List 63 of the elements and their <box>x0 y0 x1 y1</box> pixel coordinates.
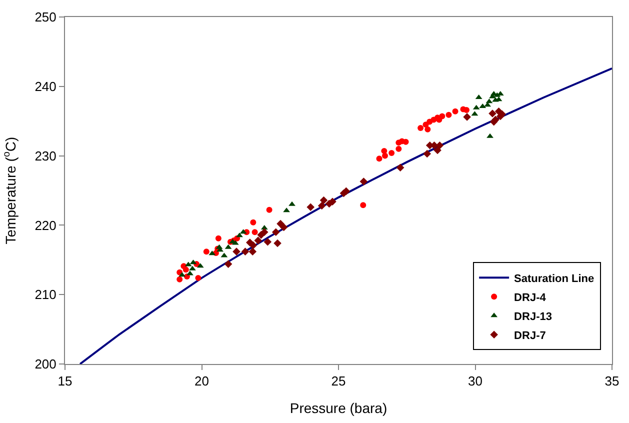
point <box>328 198 336 206</box>
point <box>439 113 446 120</box>
y-tick-label: 210 <box>34 287 56 302</box>
point <box>283 208 290 212</box>
point <box>250 219 256 226</box>
point <box>288 201 296 206</box>
point <box>396 146 402 152</box>
point <box>418 125 424 132</box>
point <box>376 156 382 162</box>
point <box>254 236 262 244</box>
point <box>241 248 250 256</box>
point <box>215 235 222 242</box>
point <box>452 108 458 114</box>
x-tick-label: 25 <box>331 374 346 389</box>
point <box>203 248 210 255</box>
point <box>280 223 288 232</box>
y-tick-label: 220 <box>34 218 56 233</box>
y-tick-label: 240 <box>34 78 56 94</box>
point <box>446 112 452 118</box>
point <box>434 146 442 154</box>
point <box>236 232 243 238</box>
point <box>402 138 409 145</box>
point <box>260 228 268 236</box>
point <box>264 238 272 246</box>
point <box>318 202 326 210</box>
y-tick-label: 200 <box>34 356 56 372</box>
point <box>249 241 258 250</box>
point <box>381 148 388 154</box>
point <box>186 270 194 276</box>
point <box>306 203 314 212</box>
point <box>388 150 395 156</box>
point <box>176 276 183 282</box>
legend-label: DRJ-4 <box>514 292 547 304</box>
point <box>463 113 471 121</box>
point <box>424 126 431 132</box>
point <box>360 178 368 186</box>
point <box>423 150 432 158</box>
point <box>320 196 328 204</box>
x-tick-label: 30 <box>468 374 482 389</box>
x-axis-title: Pressure (bara) <box>290 400 388 416</box>
point <box>360 202 366 208</box>
x-tick-label: 15 <box>58 374 72 389</box>
point <box>182 266 189 273</box>
point <box>486 133 494 138</box>
point <box>195 274 202 281</box>
legend-label: DRJ-7 <box>514 330 546 342</box>
x-tick-label: 35 <box>604 374 620 389</box>
point <box>396 164 404 172</box>
x-tick-label: 20 <box>194 374 209 389</box>
point <box>266 206 272 213</box>
line-series <box>79 67 612 364</box>
point <box>464 107 470 113</box>
legend-label: DRJ-13 <box>514 310 552 323</box>
point <box>272 228 280 236</box>
legend-label: Saturation Line <box>514 272 594 285</box>
point <box>252 229 258 236</box>
point <box>232 248 240 256</box>
point <box>224 260 232 268</box>
y-tick-label: 230 <box>34 148 56 164</box>
point <box>274 239 282 248</box>
point <box>248 248 257 256</box>
y-tick-label: 250 <box>34 10 56 25</box>
point <box>488 110 496 118</box>
